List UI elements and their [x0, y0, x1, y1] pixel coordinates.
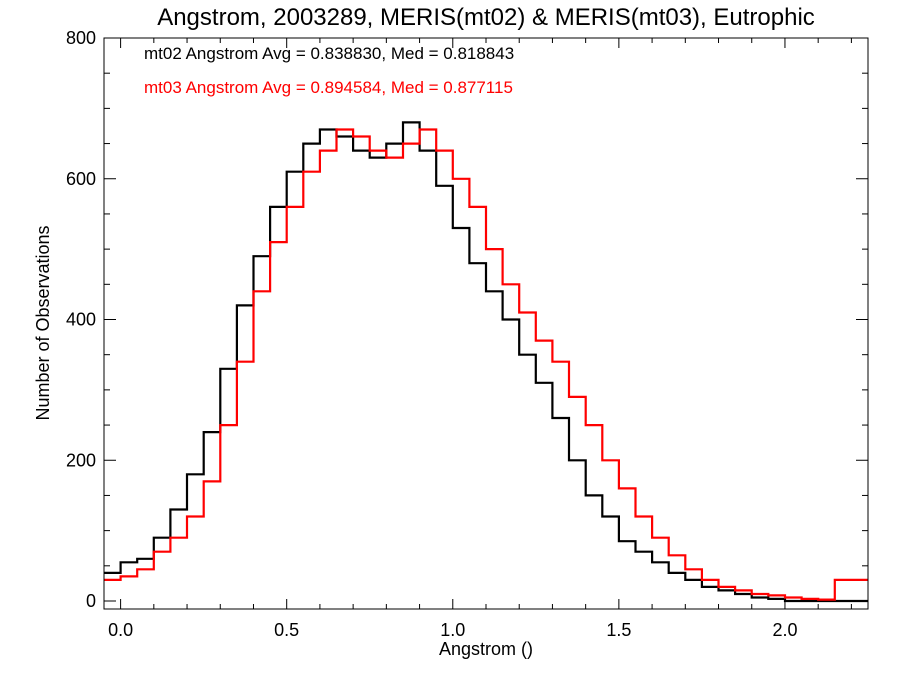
x-tick-label: 0.0 — [108, 620, 133, 640]
tick-layer: 0.0 0.5 1.0 1.5 2.0 0 200 400 600 800 — [66, 28, 868, 640]
plot-frame — [103, 37, 869, 610]
y-tick-label: 800 — [66, 28, 96, 48]
x-tick-label: 0.5 — [274, 620, 299, 640]
x-tick-label: 1.5 — [606, 620, 631, 640]
series-line-0 — [104, 121, 868, 603]
annotation-mt02-stats: mt02 Angstrom Avg = 0.838830, Med = 0.81… — [144, 44, 514, 63]
x-axis-label: Angstrom () — [439, 639, 533, 659]
x-tick-label: 2.0 — [772, 620, 797, 640]
series-line-1 — [104, 128, 868, 601]
chart-title: Angstrom, 2003289, MERIS(mt02) & MERIS(m… — [157, 4, 815, 31]
y-tick-label: 0 — [86, 591, 96, 611]
series-layer — [104, 121, 868, 603]
y-tick-label: 600 — [66, 169, 96, 189]
y-axis-label: Number of Observations — [33, 225, 53, 420]
annotation-mt03-stats: mt03 Angstrom Avg = 0.894584, Med = 0.87… — [144, 78, 513, 97]
y-tick-label: 200 — [66, 450, 96, 470]
y-tick-label: 400 — [66, 310, 96, 330]
x-tick-label: 1.0 — [440, 620, 465, 640]
